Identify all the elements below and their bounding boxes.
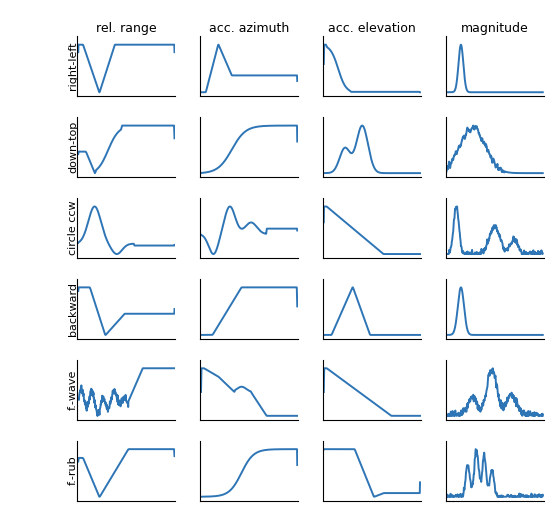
Y-axis label: circle ccw: circle ccw xyxy=(68,201,78,255)
Y-axis label: backward: backward xyxy=(68,282,78,336)
Y-axis label: f.-wave: f.-wave xyxy=(68,369,78,410)
Y-axis label: right-left: right-left xyxy=(68,42,78,90)
Y-axis label: f.-rub: f.-rub xyxy=(68,456,78,486)
Title: magnitude: magnitude xyxy=(461,22,528,35)
Title: acc. elevation: acc. elevation xyxy=(328,22,416,35)
Title: acc. azimuth: acc. azimuth xyxy=(209,22,289,35)
Title: rel. range: rel. range xyxy=(96,22,157,35)
Y-axis label: down-top: down-top xyxy=(68,121,78,173)
